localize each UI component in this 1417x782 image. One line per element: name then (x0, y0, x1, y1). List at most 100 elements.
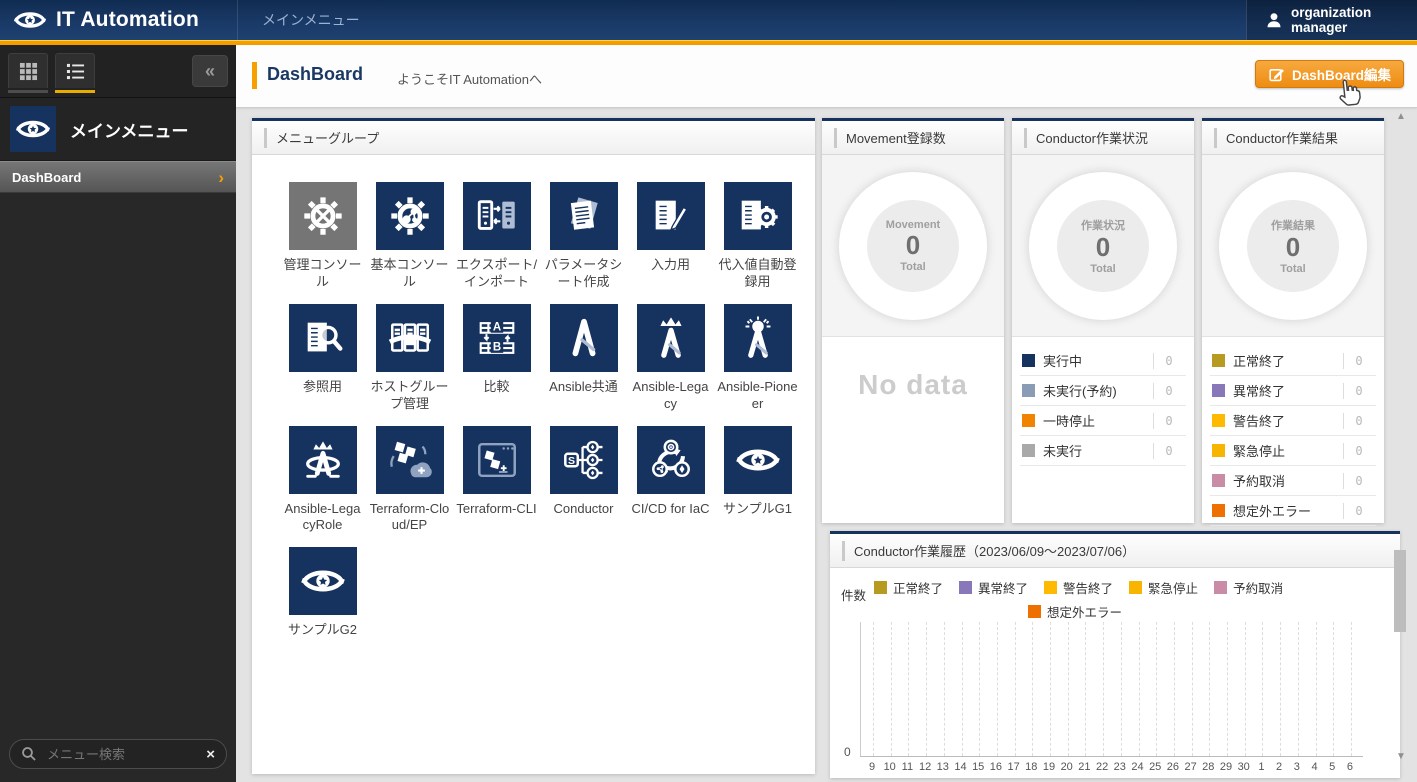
history-legend-item: 正常終了 (874, 578, 943, 597)
gridline (890, 622, 892, 756)
status-donut-chart: 作業状況 0 Total (1029, 172, 1177, 320)
donut-zone: 作業結果 0 Total (1202, 155, 1384, 337)
menu-search-input[interactable] (45, 745, 199, 763)
panel-header: Movement登録数 (822, 121, 1004, 155)
panel-header: Conductor作業状況 (1012, 121, 1194, 155)
panel-header: Conductor作業結果 (1202, 121, 1384, 155)
x-axis-tick-label: 19 (1042, 761, 1056, 773)
legend-item: 一時停止 0 (1020, 406, 1186, 436)
panel-title: Conductor作業履歴（2023/06/09～2023/07/06） (854, 544, 1136, 559)
x-axis-tick-label: 29 (1219, 761, 1233, 773)
legend-color-swatch (1212, 414, 1225, 427)
ansible-pioneer-icon (723, 303, 792, 372)
x-axis-tick-label: 22 (1095, 761, 1109, 773)
legend-color-swatch (1212, 354, 1225, 367)
menu-group-tile[interactable]: CI/CD for IaC (627, 425, 714, 535)
scroll-down-icon[interactable]: ▼ (1396, 751, 1406, 762)
menu-group-tile-label: Ansible-Pioneer (717, 378, 798, 411)
menu-group-tile[interactable]: 管理コンソール (279, 182, 366, 291)
menu-group-tile-label: 比較 (483, 378, 510, 394)
header: IT Automation メインメニュー organization manag… (0, 0, 1417, 40)
donut-label: 作業結果 (1271, 220, 1315, 233)
x-axis-tick-label: 6 (1346, 761, 1353, 773)
legend-value: 0 (1355, 353, 1363, 368)
menu-group-tile[interactable]: サンプルG2 (279, 547, 366, 639)
legend-color-swatch (1022, 444, 1035, 457)
movement-count-panel: Movement登録数 Movement 0 Total No data (822, 118, 1004, 523)
menu-group-tile-label: Ansible-Legacy (632, 378, 709, 411)
legend-color-swatch (1212, 384, 1225, 397)
header-tab-main-menu[interactable]: メインメニュー (262, 12, 360, 28)
legend-color-swatch (1028, 605, 1041, 618)
x-axis-ticks: 9 10 11 12 13 14 15 16 17 18 19 20 21 22 23 24 25 26 27 28 2… (860, 761, 1362, 777)
menu-group-tile[interactable]: 参照用 (279, 303, 366, 413)
menu-group-tile[interactable]: ホストグループ管理 (366, 303, 453, 413)
x-axis-tick-label: 12 (918, 761, 932, 773)
scroll-up-icon[interactable]: ▲ (1396, 111, 1406, 122)
legend-divider (1343, 352, 1344, 369)
welcome-text: ようこそIT Automationへ (397, 72, 542, 87)
menu-group-tile[interactable]: パラメータシート作成 (540, 182, 627, 291)
menu-group-tile[interactable]: Ansible-Legacy (627, 303, 714, 413)
legend-value: 0 (1355, 383, 1363, 398)
x-axis-tick-label: 14 (954, 761, 967, 773)
menu-group-tile[interactable]: Terraform-CLI (453, 425, 540, 535)
donut-label: 作業状況 (1081, 220, 1125, 233)
tab-menu-list[interactable] (55, 53, 95, 93)
y-axis-tick-0: 0 (844, 745, 851, 759)
menu-group-tile[interactable]: 基本コンソール (366, 182, 453, 291)
menu-group-tile[interactable]: A B 比較 (453, 303, 540, 413)
menu-group-tile[interactable]: サンプルG1 (714, 425, 801, 535)
x-axis-tick-label: 25 (1149, 761, 1162, 773)
search-clear-icon[interactable]: × (206, 745, 215, 763)
gridline (926, 622, 928, 756)
conductor-icon: S (549, 425, 618, 494)
result-legend: 正常終了 0 異常終了 0 警告終了 0 緊急停止 0 予約取消 0 想定外エラー 0 (1210, 346, 1376, 526)
app-title: IT Automation (56, 8, 199, 31)
legend-label: 緊急停止 (1148, 582, 1199, 596)
menu-group-tile-label: 管理コンソール (283, 257, 362, 289)
scrollbar-thumb[interactable] (1394, 550, 1406, 632)
gridline (1209, 622, 1211, 756)
list-icon (66, 62, 85, 81)
sidebar-item-dashboard[interactable]: DashBoard › (0, 161, 236, 193)
tab-menu-grid[interactable] (8, 53, 48, 93)
panel-header-accent (1024, 127, 1027, 148)
panel-header-accent (1214, 127, 1217, 148)
parameter-sheet-icon (549, 182, 618, 250)
menu-group-tile[interactable]: S Conductor (540, 425, 627, 535)
history-legend-zone: 件数 正常終了 異常終了 警告終了 緊急停止 予約取消 想定外エラー (830, 568, 1400, 620)
legend-label: 一時停止 (1043, 414, 1096, 429)
legend-item: 正常終了 0 (1210, 346, 1376, 376)
x-axis-tick-label: 11 (901, 761, 914, 773)
gridline (1173, 622, 1175, 756)
menu-group-panel: メニューグループ 管理コンソール 基本コンソール エクスポート/インポート パラメータ… (252, 118, 815, 774)
menu-group-tile[interactable]: Ansible共通 (540, 303, 627, 413)
menu-group-tile[interactable]: Ansible-LegacyRole (279, 425, 366, 535)
menu-group-tile[interactable]: 代入値自動登録用 (714, 182, 801, 291)
gridline (1244, 622, 1246, 756)
menu-group-tile[interactable]: Terraform-Cloud/EP (366, 425, 453, 535)
sidebar-tabs: « (0, 45, 236, 98)
user-menu[interactable]: organization manager (1246, 0, 1417, 40)
legend-label: 異常終了 (1233, 384, 1286, 399)
menu-group-grid: 管理コンソール 基本コンソール エクスポート/インポート パラメータシート作成 入力用 代… (252, 155, 815, 652)
panel-header: メニューグループ (252, 121, 815, 155)
menu-group-tile[interactable]: エクスポート/インポート (453, 182, 540, 291)
chevron-right-icon: › (218, 167, 224, 187)
x-axis-tick-label: 24 (1131, 761, 1144, 773)
menu-group-tile[interactable]: 入力用 (627, 182, 714, 291)
legend-item: 未実行 0 (1020, 436, 1186, 466)
conductor-result-panel: Conductor作業結果 作業結果 0 Total 正常終了 0 異常終了 0 警告終… (1202, 118, 1384, 526)
legend-divider (1343, 382, 1344, 399)
x-axis-tick-label: 10 (883, 761, 896, 773)
sidebar-collapse-button[interactable]: « (192, 55, 228, 87)
legend-label: 想定外エラー (1233, 504, 1312, 519)
legend-value: 0 (1355, 443, 1363, 458)
legend-color-swatch (1212, 504, 1225, 517)
donut-label: Movement (885, 219, 941, 232)
legend-color-swatch (1044, 581, 1058, 594)
dashboard-edit-button[interactable]: DashBoard編集 (1254, 60, 1404, 88)
menu-group-tile[interactable]: Ansible-Pioneer (714, 303, 801, 413)
